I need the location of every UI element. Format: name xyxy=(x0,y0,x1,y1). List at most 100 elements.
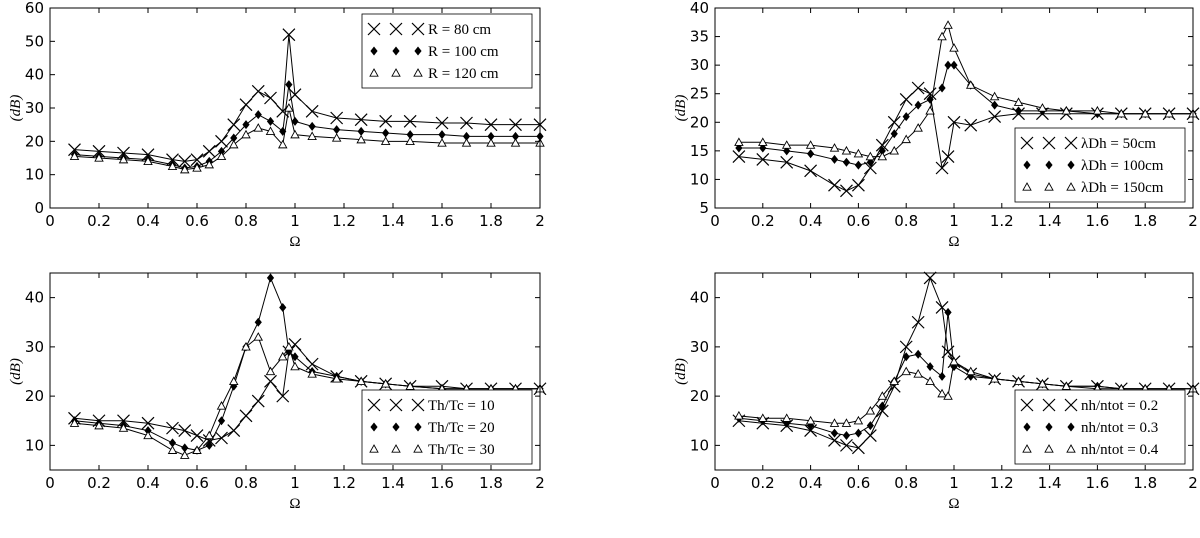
marker-diamond xyxy=(1045,422,1053,432)
marker-triangle xyxy=(1061,105,1072,115)
marker-diamond xyxy=(866,421,874,431)
marker-triangle xyxy=(192,445,202,454)
marker-triangle xyxy=(216,401,227,410)
y-tick-label: 40 xyxy=(25,66,44,84)
x-tick-label: 2 xyxy=(535,212,545,230)
marker-triangle xyxy=(413,68,423,77)
marker-diamond xyxy=(242,120,250,130)
marker-triangle xyxy=(241,341,251,351)
marker-triangle xyxy=(307,369,317,378)
marker-cross xyxy=(411,398,425,412)
marker-triangle xyxy=(391,68,401,77)
marker-triangle xyxy=(118,423,129,432)
marker-diamond xyxy=(991,100,999,110)
marker-triangle xyxy=(937,31,947,41)
marker-diamond xyxy=(878,146,886,156)
marker-cross xyxy=(389,22,403,36)
marker-cross xyxy=(923,87,937,101)
marker-triangle xyxy=(118,154,129,164)
legend-box xyxy=(361,13,533,89)
marker-diamond xyxy=(487,131,495,141)
marker-cross xyxy=(988,110,1002,123)
marker-cross xyxy=(1042,398,1056,412)
marker-diamond xyxy=(217,146,226,156)
marker-cross xyxy=(828,178,841,192)
marker-cross xyxy=(389,398,403,412)
marker-cross xyxy=(863,429,877,442)
marker-triangle xyxy=(94,420,104,430)
marker-triangle xyxy=(901,366,911,376)
marker-cross xyxy=(780,155,794,169)
marker-cross xyxy=(251,394,265,408)
x-tick-label: 2 xyxy=(1188,474,1198,492)
marker-triangle xyxy=(805,415,816,425)
marker-cross xyxy=(851,178,865,192)
marker-cross xyxy=(509,118,522,132)
marker-cross xyxy=(947,115,961,129)
marker-diamond xyxy=(926,94,934,104)
legend-box xyxy=(361,389,533,465)
marker-diamond xyxy=(462,131,471,141)
marker-cross xyxy=(911,315,925,329)
x-tick-label: 0.6 xyxy=(846,474,870,492)
marker-triangle xyxy=(241,129,251,139)
x-axis-label: Ω xyxy=(948,234,959,250)
marker-cross xyxy=(435,116,449,130)
marker-triangle xyxy=(356,376,366,385)
x-tick-label: 1.6 xyxy=(430,212,454,230)
marker-diamond xyxy=(807,149,815,159)
marker-cross xyxy=(379,114,393,128)
y-tick-label: 50 xyxy=(25,32,44,50)
marker-cross xyxy=(276,389,290,403)
marker-diamond xyxy=(266,116,275,126)
marker-cross xyxy=(215,431,228,445)
marker-triangle xyxy=(913,123,923,132)
y-tick-label: 40 xyxy=(690,0,709,17)
y-tick-label: 30 xyxy=(690,56,709,74)
y-tick-label: 20 xyxy=(690,387,709,405)
marker-triangle xyxy=(734,410,744,420)
marker-triangle xyxy=(965,366,976,376)
y-tick-label: 35 xyxy=(690,28,709,46)
marker-triangle xyxy=(989,373,1000,383)
marker-cross xyxy=(403,114,417,128)
marker-triangle xyxy=(216,151,227,160)
y-axis-label: (dB) xyxy=(673,95,689,122)
marker-diamond xyxy=(902,352,910,362)
marker-triangle xyxy=(369,68,379,77)
marker-triangle xyxy=(284,341,294,351)
subplot xyxy=(68,28,547,174)
marker-cross xyxy=(166,421,179,435)
marker-cross xyxy=(911,81,925,95)
marker-triangle xyxy=(461,138,472,147)
marker-diamond xyxy=(878,401,886,411)
marker-diamond xyxy=(830,154,839,164)
y-tick-label: 5 xyxy=(699,199,709,217)
marker-triangle xyxy=(204,430,215,440)
x-tick-label: 1.8 xyxy=(1133,474,1157,492)
marker-diamond xyxy=(370,46,378,56)
marker-diamond xyxy=(938,83,946,93)
marker-triangle xyxy=(781,413,792,422)
marker-triangle xyxy=(1022,182,1032,191)
marker-cross xyxy=(68,143,81,157)
x-tick-label: 1.2 xyxy=(990,474,1014,492)
legend-label: nh/ntot = 0.2 xyxy=(1081,398,1158,414)
x-tick-label: 0.4 xyxy=(799,474,823,492)
y-tick-label: 0 xyxy=(34,199,44,217)
legend-label: Th/Tc = 10 xyxy=(428,398,495,414)
marker-cross xyxy=(330,111,344,125)
marker-triangle xyxy=(913,369,923,378)
marker-triangle xyxy=(758,413,768,422)
marker-triangle xyxy=(1066,182,1076,191)
legend-label: λDh = 100cm xyxy=(1081,158,1164,174)
marker-triangle xyxy=(1164,108,1174,118)
marker-cross xyxy=(756,153,770,166)
x-tick-label: 0.6 xyxy=(185,474,209,492)
marker-cross xyxy=(1020,136,1034,150)
marker-triangle xyxy=(228,139,239,149)
marker-triangle xyxy=(290,129,300,139)
marker-triangle xyxy=(865,151,876,161)
marker-triangle xyxy=(949,356,959,366)
marker-triangle xyxy=(405,381,415,390)
